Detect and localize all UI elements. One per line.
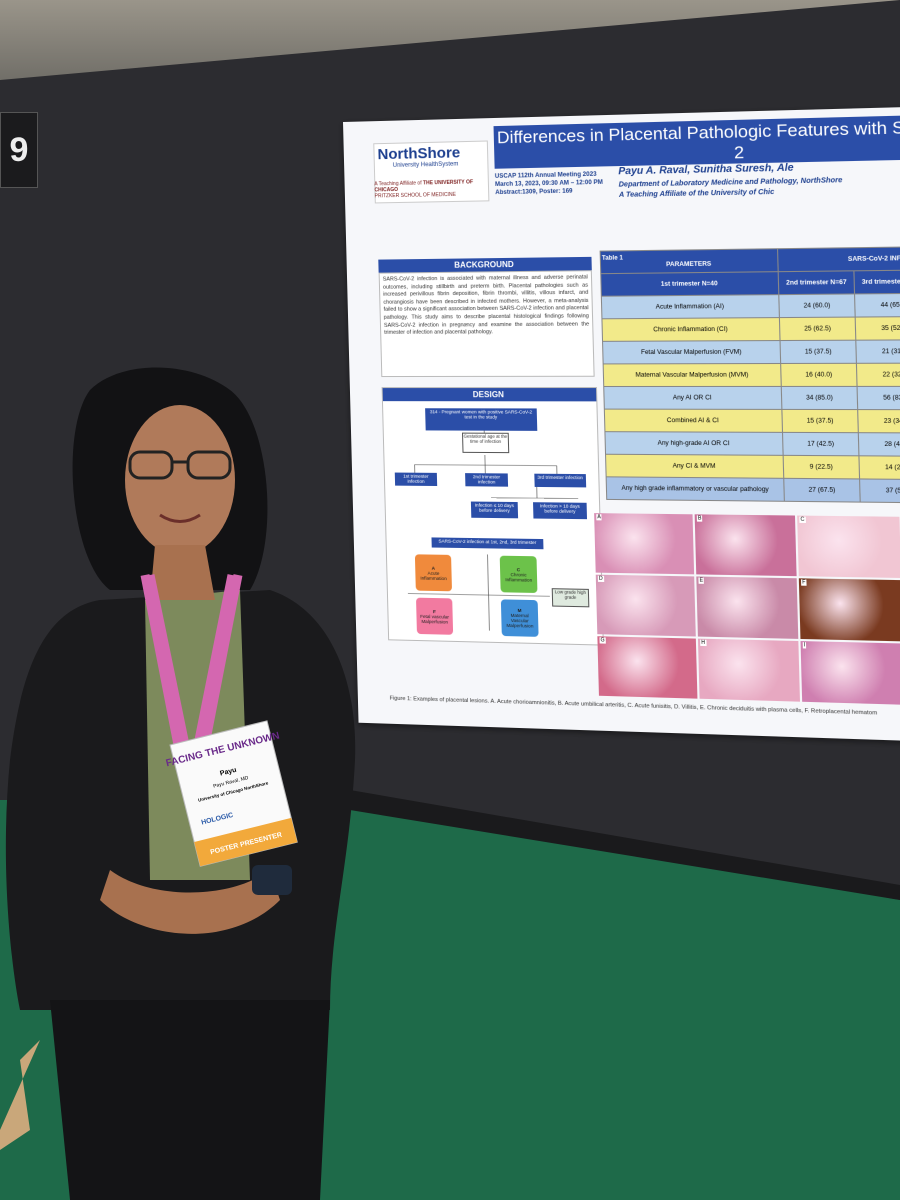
smile bbox=[159, 513, 201, 523]
badge-band bbox=[194, 817, 298, 867]
trousers bbox=[50, 1000, 330, 1200]
badge-first-name: Payu bbox=[219, 767, 237, 778]
tube bbox=[0, 1040, 40, 1150]
face bbox=[125, 405, 235, 555]
booth-number: 9 bbox=[0, 112, 38, 188]
wall-base bbox=[350, 790, 900, 900]
neck bbox=[150, 545, 215, 600]
glasses bbox=[128, 450, 232, 480]
watch bbox=[252, 865, 292, 895]
hands bbox=[100, 870, 280, 934]
